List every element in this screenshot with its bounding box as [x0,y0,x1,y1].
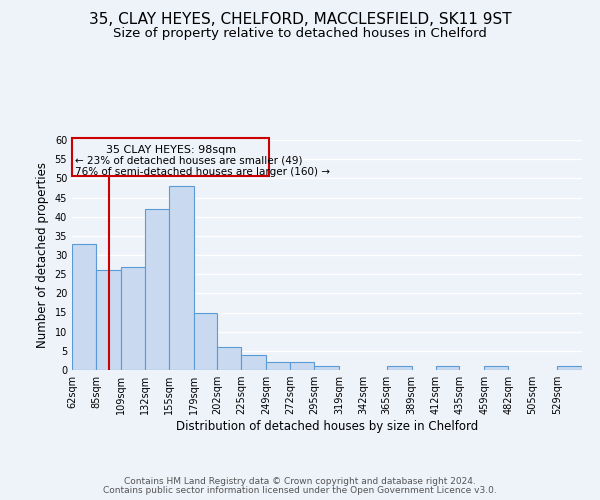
Bar [145,209,169,370]
Bar [484,366,508,370]
X-axis label: Distribution of detached houses by size in Chelford: Distribution of detached houses by size … [176,420,478,433]
Bar [96,270,121,370]
FancyBboxPatch shape [72,138,269,176]
Bar [217,347,241,370]
Text: Contains public sector information licensed under the Open Government Licence v3: Contains public sector information licen… [103,486,497,495]
Bar [436,366,460,370]
Y-axis label: Number of detached properties: Number of detached properties [36,162,49,348]
Bar [241,354,266,370]
Bar [121,266,145,370]
Text: Size of property relative to detached houses in Chelford: Size of property relative to detached ho… [113,28,487,40]
Bar [557,366,582,370]
Text: ← 23% of detached houses are smaller (49): ← 23% of detached houses are smaller (49… [75,156,302,166]
Text: Contains HM Land Registry data © Crown copyright and database right 2024.: Contains HM Land Registry data © Crown c… [124,477,476,486]
Bar [169,186,194,370]
Text: 35, CLAY HEYES, CHELFORD, MACCLESFIELD, SK11 9ST: 35, CLAY HEYES, CHELFORD, MACCLESFIELD, … [89,12,511,28]
Bar [314,366,339,370]
Text: 76% of semi-detached houses are larger (160) →: 76% of semi-detached houses are larger (… [75,167,330,177]
Bar [266,362,290,370]
Bar [290,362,314,370]
Bar [387,366,412,370]
Bar [72,244,96,370]
Text: 35 CLAY HEYES: 98sqm: 35 CLAY HEYES: 98sqm [106,145,236,155]
Bar [194,312,217,370]
